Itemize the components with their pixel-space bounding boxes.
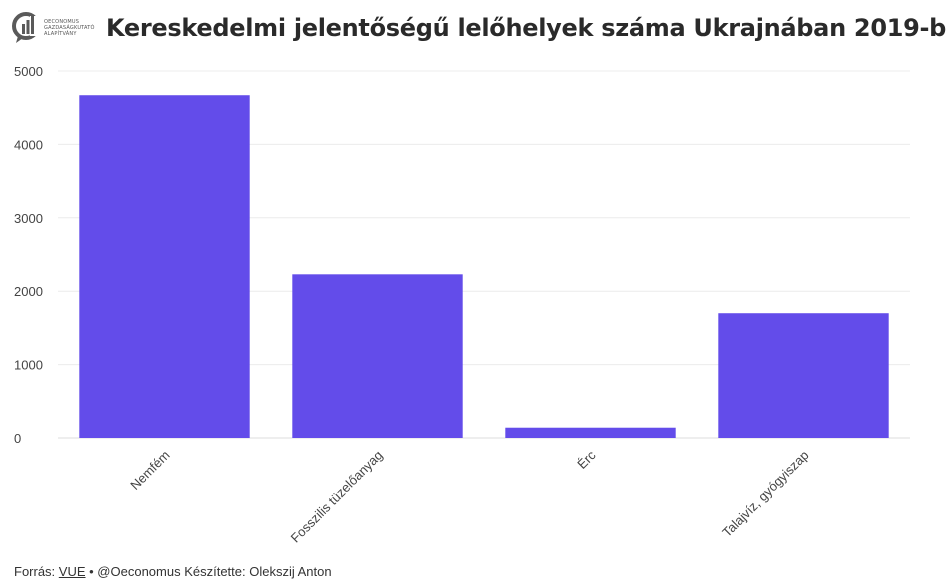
bar: [718, 313, 889, 438]
logo-line: ALAPÍTVÁNY: [44, 31, 77, 37]
oeconomus-logo: OECONOMUS GAZDASÁGKUTATÓ ALAPÍTVÁNY: [12, 8, 100, 48]
y-tick-label: 1000: [14, 358, 43, 373]
y-tick-label: 0: [14, 431, 21, 446]
x-tick-label: Talajvíz, gyógyiszap: [719, 448, 811, 540]
logo-icon: [12, 12, 42, 43]
source-prefix: Forrás:: [14, 564, 59, 579]
bar: [505, 427, 676, 438]
x-tick-label: Nemfém: [127, 448, 172, 493]
y-tick-label: 2000: [14, 284, 43, 299]
chart-title: Kereskedelmi jelentőségű lelőhelyek szám…: [106, 14, 946, 42]
chart-footer: Forrás: VUE • @Oeconomus Készítette: Ole…: [14, 564, 332, 579]
chart-header: OECONOMUS GAZDASÁGKUTATÓ ALAPÍTVÁNY Kere…: [12, 6, 946, 50]
bar: [79, 95, 250, 439]
y-tick-label: 3000: [14, 211, 43, 226]
logo-line: GAZDASÁGKUTATÓ: [44, 25, 95, 31]
x-tick-label: Fosszilis tüzelőanyag: [288, 448, 386, 546]
source-link[interactable]: VUE: [58, 564, 86, 579]
bar: [292, 274, 463, 438]
x-tick-label: Érc: [574, 447, 599, 472]
y-tick-label: 5000: [14, 64, 43, 79]
y-tick-label: 4000: [14, 137, 43, 152]
credits-text: • @Oeconomus Készítette: Olekszij Anton: [85, 564, 332, 579]
logo-wordmark: OECONOMUS GAZDASÁGKUTATÓ ALAPÍTVÁNY: [44, 19, 95, 37]
logo-line: OECONOMUS: [44, 19, 80, 25]
